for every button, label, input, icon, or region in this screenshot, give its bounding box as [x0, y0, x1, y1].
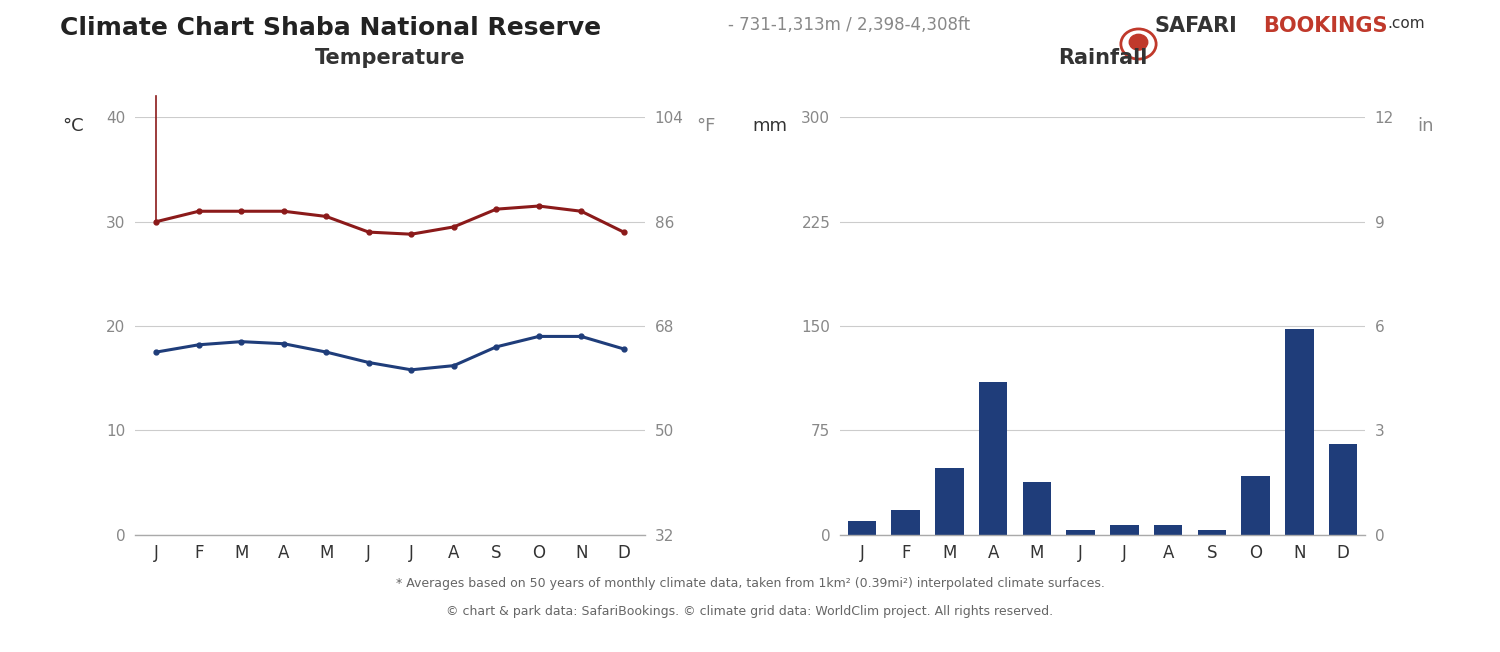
Bar	[1023, 482, 1052, 535]
Bar	[847, 521, 876, 535]
Text: B: B	[1263, 16, 1280, 37]
Text: Climate Chart Shaba National Reserve: Climate Chart Shaba National Reserve	[60, 16, 602, 40]
Text: © chart & park data: SafariBookings. © climate grid data: WorldClim project. All: © chart & park data: SafariBookings. © c…	[447, 605, 1053, 618]
Bar	[1197, 531, 1225, 535]
Bar	[891, 510, 920, 535]
Text: °F: °F	[696, 117, 715, 136]
Text: °C: °C	[63, 117, 84, 136]
Text: OOKINGS: OOKINGS	[1280, 16, 1388, 37]
Bar	[934, 468, 963, 535]
Text: * Averages based on 50 years of monthly climate data, taken from 1km² (0.39mi²) : * Averages based on 50 years of monthly …	[396, 577, 1104, 590]
Bar	[1110, 525, 1138, 535]
Text: mm: mm	[753, 117, 788, 136]
Text: Rainfall: Rainfall	[1058, 48, 1148, 68]
Bar	[980, 381, 1008, 535]
Text: Temperature: Temperature	[315, 48, 465, 68]
Text: in: in	[1418, 117, 1434, 136]
Bar	[1242, 476, 1270, 535]
Bar	[1066, 531, 1095, 535]
Text: - 731-1,313m / 2,398-4,308ft: - 731-1,313m / 2,398-4,308ft	[728, 16, 969, 35]
Text: SAFARI: SAFARI	[1155, 16, 1238, 37]
Bar	[1154, 525, 1182, 535]
Text: .com: .com	[1388, 16, 1425, 31]
Circle shape	[1130, 35, 1148, 50]
Bar	[1329, 444, 1358, 535]
Bar	[1286, 329, 1314, 535]
